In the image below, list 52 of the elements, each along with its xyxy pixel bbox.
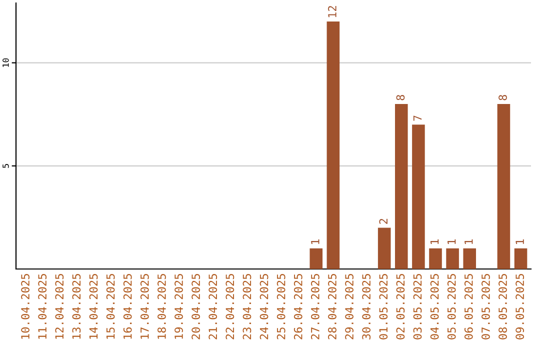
bar bbox=[326, 22, 340, 269]
x-tick-label: 15.04.2025 bbox=[106, 274, 115, 339]
data-label: 2 bbox=[379, 218, 388, 224]
x-tick-label: 25.04.2025 bbox=[276, 274, 286, 340]
x-tick-label: 03.05.2025 bbox=[413, 274, 422, 340]
bar bbox=[514, 248, 528, 269]
y-tick-label: 10 bbox=[2, 58, 9, 67]
x-tick-label: 30.04.2025 bbox=[362, 274, 371, 340]
bar bbox=[310, 248, 323, 269]
x-tick-label: 26.04.2025 bbox=[294, 274, 302, 340]
x-tick-label: 27.04.2025 bbox=[310, 274, 320, 340]
x-tick-label: 07.05.2025 bbox=[482, 274, 490, 340]
x-tick-label: 13.04.2025 bbox=[72, 274, 81, 339]
x-tick-label: 02.05.2025 bbox=[396, 274, 405, 340]
x-tick-label: 08.05.2025 bbox=[498, 274, 507, 340]
x-tick-label: 05.05.2025 bbox=[447, 274, 456, 340]
data-label: 12 bbox=[328, 6, 336, 18]
data-label: 8 bbox=[498, 94, 507, 100]
bar bbox=[378, 228, 391, 269]
bar bbox=[395, 104, 408, 269]
x-tick-label: 12.04.2025 bbox=[55, 274, 64, 339]
data-label: 1 bbox=[516, 239, 524, 244]
x-tick-label: 01.05.2025 bbox=[379, 274, 388, 340]
bar bbox=[446, 248, 459, 269]
data-label: 1 bbox=[311, 239, 320, 244]
x-tick-label: 29.04.2025 bbox=[345, 274, 354, 340]
x-tick-label: 21.04.2025 bbox=[208, 274, 218, 340]
x-tick-label: 11.04.2025 bbox=[38, 274, 47, 339]
x-tick-label: 06.05.2025 bbox=[464, 274, 473, 340]
x-tick-label: 16.04.2025 bbox=[123, 274, 132, 339]
x-tick-label: 28.04.2025 bbox=[328, 274, 336, 340]
data-label: 8 bbox=[396, 94, 405, 100]
data-label: 1 bbox=[430, 239, 439, 244]
x-tick-label: 20.04.2025 bbox=[192, 274, 200, 340]
x-tick-label: 18.04.2025 bbox=[158, 274, 166, 339]
x-tick-label: 04.05.2025 bbox=[430, 274, 439, 340]
x-tick-label: 19.04.2025 bbox=[174, 274, 183, 339]
bar bbox=[412, 124, 425, 269]
x-tick-label: 17.04.2025 bbox=[140, 274, 149, 339]
x-tick-label: 23.04.2025 bbox=[242, 274, 252, 340]
bar bbox=[497, 104, 510, 269]
data-label: 7 bbox=[413, 116, 422, 121]
data-label: 1 bbox=[448, 239, 456, 244]
x-tick-label: 09.05.2025 bbox=[516, 274, 524, 340]
x-tick-label: 24.04.2025 bbox=[260, 274, 268, 340]
bar bbox=[463, 248, 476, 269]
y-tick-label: 5 bbox=[2, 164, 9, 168]
x-tick-label: 10.04.2025 bbox=[21, 274, 30, 339]
data-label: 1 bbox=[464, 239, 473, 244]
x-tick-label: 22.04.2025 bbox=[226, 274, 234, 340]
x-tick-label: 14.04.2025 bbox=[89, 274, 98, 339]
bar bbox=[429, 248, 442, 269]
